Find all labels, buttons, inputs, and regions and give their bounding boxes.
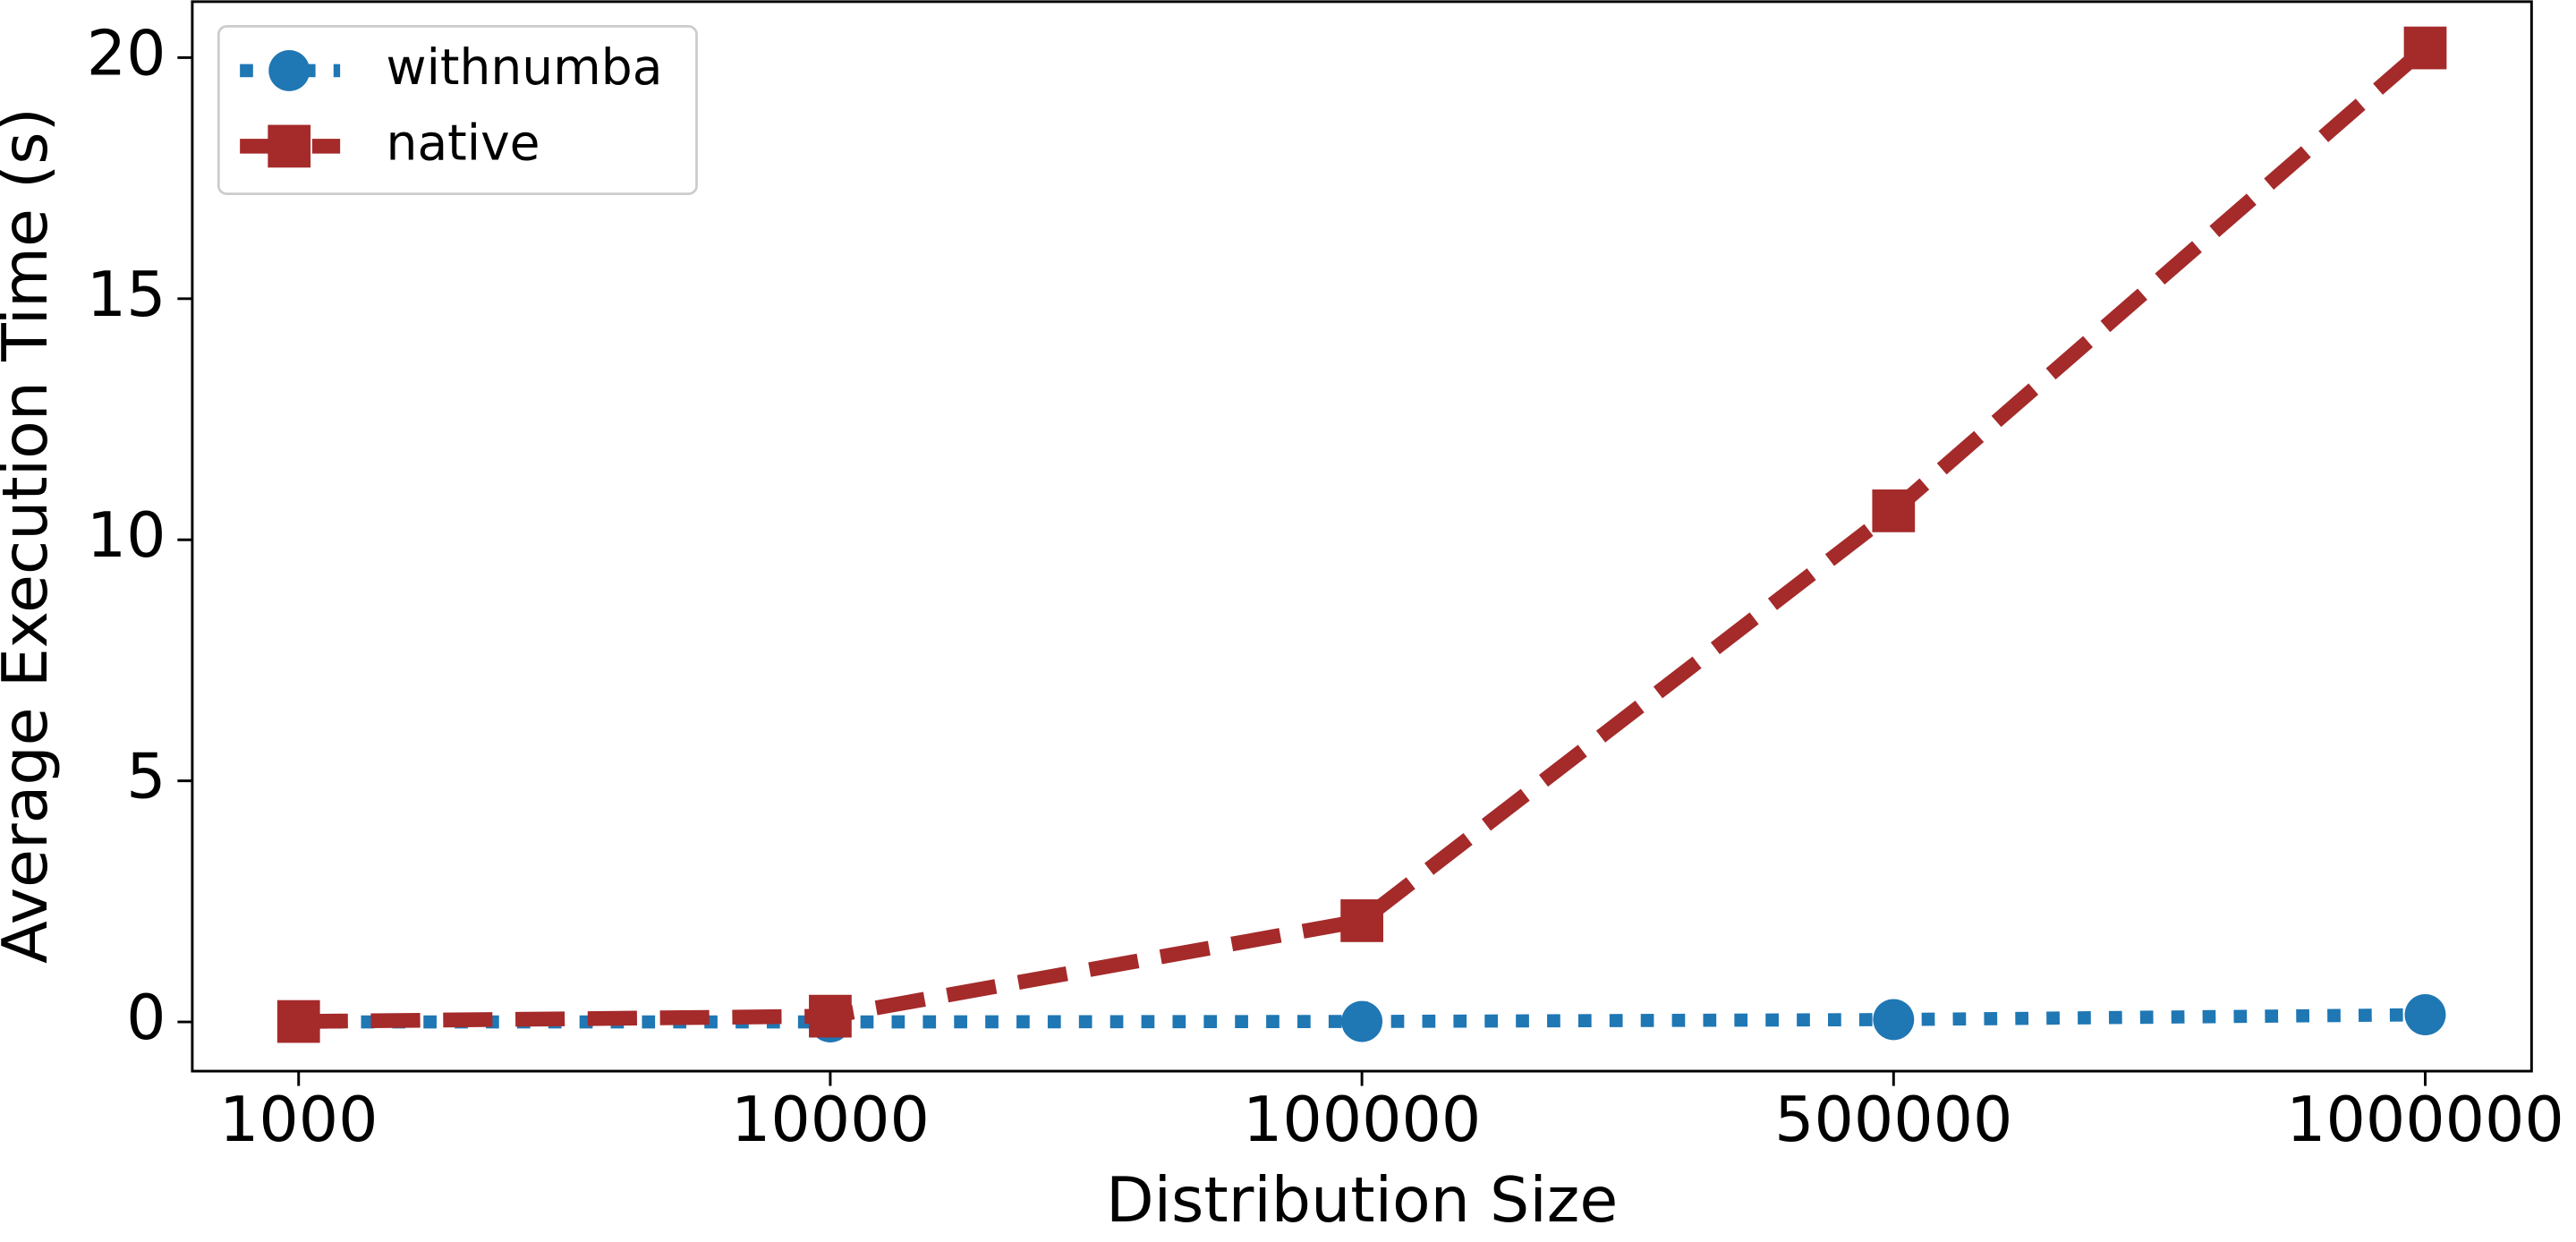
legend-label: native — [387, 115, 540, 172]
y-tick-label: 0 — [126, 982, 166, 1054]
x-tick-label: 10000 — [731, 1084, 930, 1156]
marker — [1340, 899, 1383, 942]
marker — [1873, 999, 1915, 1041]
marker — [1341, 1000, 1383, 1042]
y-tick-label: 20 — [87, 17, 166, 89]
marker — [268, 49, 310, 91]
x-tick-label: 500000 — [1774, 1084, 2012, 1156]
legend-label: withnumba — [387, 38, 663, 96]
legend: withnumba native — [217, 24, 698, 196]
x-tick-label: 1000 — [219, 1084, 378, 1156]
x-tick-label: 1000000 — [2286, 1084, 2564, 1156]
marker — [809, 994, 852, 1038]
marker — [276, 1000, 320, 1043]
x-tick-label: 100000 — [1243, 1084, 1481, 1156]
marker — [2403, 26, 2447, 70]
series-line — [298, 42, 2430, 1029]
y-tick-label: 15 — [87, 259, 166, 331]
y-tick-label: 10 — [87, 499, 166, 572]
marker — [2404, 994, 2446, 1035]
marker — [1872, 489, 1916, 532]
y-axis-label: Average Execution Time (s) — [0, 107, 62, 964]
y-tick-label: 5 — [126, 741, 166, 813]
marker — [268, 124, 311, 168]
x-axis-label: Distribution Size — [1106, 1164, 1618, 1237]
